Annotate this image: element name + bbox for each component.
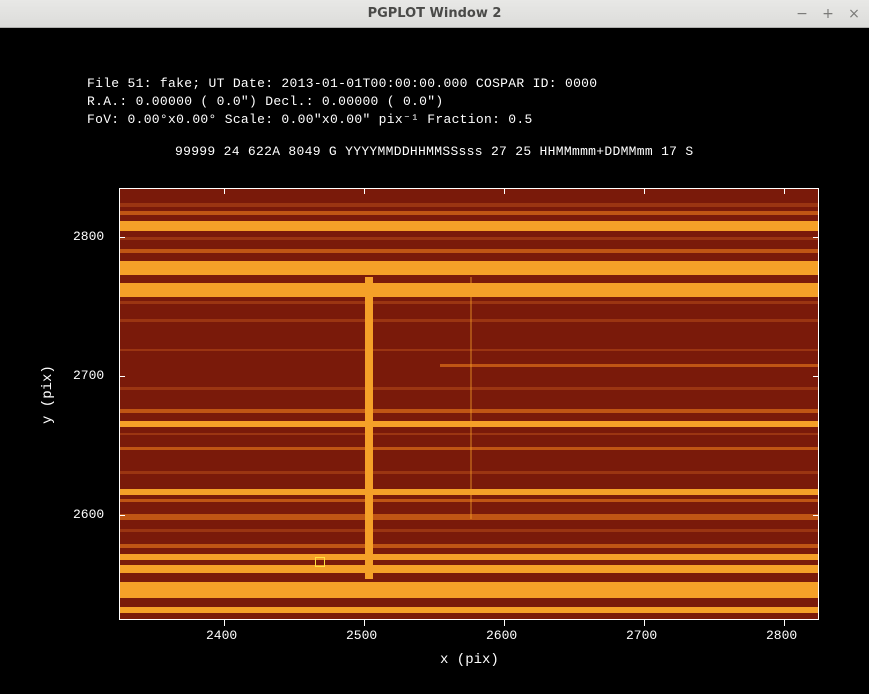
horizontal-streak: [120, 283, 818, 297]
horizontal-streak: [440, 364, 818, 367]
horizontal-streak: [120, 544, 818, 548]
vertical-streak-faint: [470, 277, 472, 519]
horizontal-streak: [120, 203, 818, 207]
horizontal-streak: [120, 529, 818, 532]
horizontal-streak: [120, 554, 818, 560]
x-tick: 2400: [206, 628, 237, 643]
chart-heatmap[interactable]: [119, 188, 819, 620]
horizontal-streak: [120, 607, 818, 613]
x-tick: 2700: [626, 628, 657, 643]
info-line-2: R.A.: 0.00000 ( 0.0") Decl.: 0.00000 ( 0…: [87, 94, 443, 109]
y-tick: 2700: [73, 368, 104, 383]
horizontal-streak: [120, 301, 818, 304]
horizontal-streak: [120, 582, 818, 598]
horizontal-streak: [120, 249, 818, 253]
vertical-streak: [365, 277, 373, 579]
close-icon[interactable]: ×: [845, 5, 863, 23]
x-tick: 2800: [766, 628, 797, 643]
info-line-3: FoV: 0.00°x0.00° Scale: 0.00"x0.00" pix⁻…: [87, 112, 533, 127]
x-tick: 2500: [346, 628, 377, 643]
x-tick: 2600: [486, 628, 517, 643]
window-controls: − + ×: [793, 0, 863, 27]
x-axis-label: x (pix): [440, 652, 499, 668]
horizontal-streak: [120, 319, 818, 322]
window-titlebar: PGPLOT Window 2 − + ×: [0, 0, 869, 28]
horizontal-streak: [120, 349, 818, 351]
minimize-icon[interactable]: −: [793, 5, 811, 23]
horizontal-streak: [120, 387, 818, 390]
horizontal-streak: [120, 489, 818, 495]
horizontal-streak: [120, 514, 818, 520]
info-line-4: 99999 24 622A 8049 G YYYYMMDDHHMMSSsss 2…: [175, 144, 693, 159]
info-line-1: File 51: fake; UT Date: 2013-01-01T00:00…: [87, 76, 597, 91]
horizontal-streak: [120, 211, 818, 215]
horizontal-streak: [120, 471, 818, 474]
y-tick: 2800: [73, 229, 104, 244]
horizontal-streak: [120, 433, 818, 435]
horizontal-streak: [120, 499, 818, 502]
plot-canvas: File 51: fake; UT Date: 2013-01-01T00:00…: [0, 28, 869, 694]
horizontal-streak: [120, 421, 818, 427]
maximize-icon[interactable]: +: [819, 5, 837, 23]
horizontal-streak: [120, 237, 818, 240]
horizontal-streak: [120, 565, 818, 573]
y-tick: 2600: [73, 507, 104, 522]
window-title: PGPLOT Window 2: [368, 6, 502, 21]
selection-marker[interactable]: [315, 557, 325, 567]
horizontal-streak: [120, 447, 818, 450]
horizontal-streak: [120, 261, 818, 275]
horizontal-streak: [120, 221, 818, 231]
y-axis-label: y (pix): [40, 365, 56, 424]
horizontal-streak: [120, 409, 818, 413]
